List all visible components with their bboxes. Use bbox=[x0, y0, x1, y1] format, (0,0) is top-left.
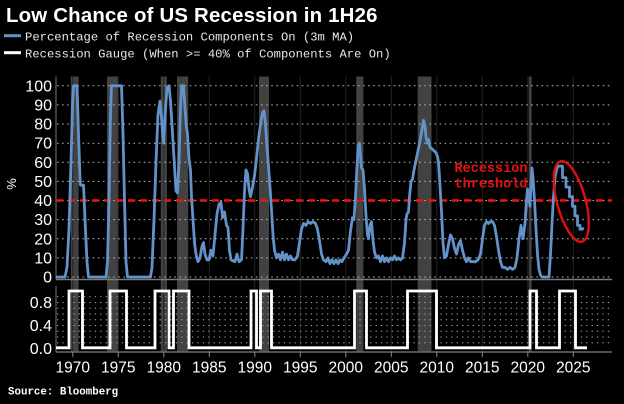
svg-text:2010: 2010 bbox=[420, 360, 455, 377]
svg-text:1980: 1980 bbox=[147, 360, 182, 377]
svg-text:2000: 2000 bbox=[329, 360, 364, 377]
svg-text:100: 100 bbox=[25, 78, 52, 95]
svg-text:70: 70 bbox=[34, 136, 52, 153]
svg-text:1990: 1990 bbox=[238, 360, 273, 377]
svg-text:10: 10 bbox=[34, 250, 52, 267]
svg-text:%: % bbox=[4, 178, 19, 190]
svg-text:2020: 2020 bbox=[511, 360, 546, 377]
svg-text:Recession: Recession bbox=[455, 162, 528, 177]
svg-text:60: 60 bbox=[34, 155, 52, 172]
svg-text:80: 80 bbox=[34, 117, 52, 134]
svg-text:2005: 2005 bbox=[374, 360, 408, 377]
svg-text:1985: 1985 bbox=[192, 360, 226, 377]
svg-text:90: 90 bbox=[34, 97, 52, 114]
svg-text:Source: Bloomberg: Source: Bloomberg bbox=[8, 387, 118, 399]
svg-text:1970: 1970 bbox=[56, 360, 91, 377]
svg-text:Low Chance of US Recession in: Low Chance of US Recession in 1H26 bbox=[6, 5, 378, 27]
svg-text:50: 50 bbox=[34, 174, 52, 191]
svg-text:0.0: 0.0 bbox=[30, 341, 52, 358]
svg-text:2025: 2025 bbox=[556, 360, 590, 377]
svg-text:1995: 1995 bbox=[283, 360, 317, 377]
svg-text:Recession Gauge (When >= 40% o: Recession Gauge (When >= 40% of Componen… bbox=[25, 48, 391, 62]
svg-text:0.8: 0.8 bbox=[30, 295, 52, 312]
svg-text:0.4: 0.4 bbox=[30, 318, 52, 335]
svg-text:20: 20 bbox=[34, 231, 52, 248]
svg-text:40: 40 bbox=[34, 193, 52, 210]
svg-text:30: 30 bbox=[34, 212, 52, 229]
svg-text:threshold: threshold bbox=[455, 178, 528, 193]
svg-text:Percentage of Recession Compon: Percentage of Recession Components On (3… bbox=[25, 31, 354, 45]
svg-text:1975: 1975 bbox=[101, 360, 135, 377]
svg-text:2015: 2015 bbox=[465, 360, 499, 377]
svg-text:0: 0 bbox=[43, 270, 52, 287]
